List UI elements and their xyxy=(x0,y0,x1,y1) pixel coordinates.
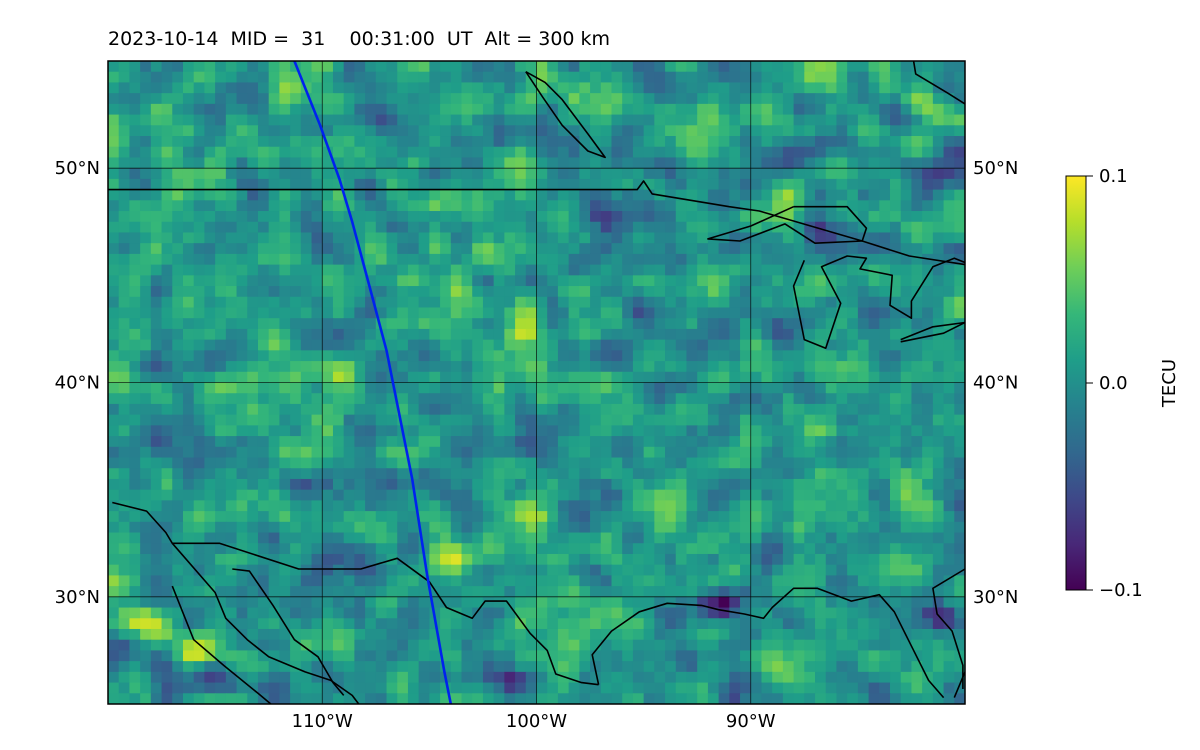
satellite-track xyxy=(293,61,453,704)
coastline xyxy=(900,321,965,343)
colorbar-tick-label: −0.1 xyxy=(1099,580,1143,601)
tec-field xyxy=(108,61,965,704)
colorbar: 0.1 0.0 −0.1 TECU xyxy=(1065,166,1180,601)
lat-tick-label-left: 40°N xyxy=(55,373,100,394)
axis-ticks: 30°N 30°N 40°N 40°N 50°N 50°N 110°W 100°W 90°W xyxy=(55,158,1019,732)
lat-tick-label-left: 50°N xyxy=(55,158,100,179)
coastline xyxy=(792,255,965,350)
graticule xyxy=(108,61,965,704)
coastline xyxy=(953,671,965,698)
map-title: 2023-10-14 MID = 31 00:31:00 UT Alt = 30… xyxy=(108,28,611,50)
track-line xyxy=(293,61,453,704)
colorbar-gradient xyxy=(1065,175,1087,591)
lat-tick-label-right: 50°N xyxy=(973,158,1018,179)
coastline xyxy=(591,587,945,699)
coastline xyxy=(172,542,599,686)
lat-tick-label-right: 40°N xyxy=(973,373,1018,394)
coastline xyxy=(525,71,606,159)
lon-tick-label: 110°W xyxy=(292,711,353,732)
coastline xyxy=(707,205,868,244)
colorbar-tick-label: 0.1 xyxy=(1099,166,1128,187)
lat-tick-label-right: 30°N xyxy=(973,587,1018,608)
coastline xyxy=(900,321,965,341)
coastline xyxy=(912,61,965,105)
colorbar-label: TECU xyxy=(1159,359,1180,408)
coastline xyxy=(171,585,272,704)
coastline xyxy=(932,568,965,689)
coastlines-borders xyxy=(108,61,965,704)
coastline xyxy=(112,501,360,704)
lon-tick-label: 90°W xyxy=(726,711,776,732)
map-frame xyxy=(107,60,966,705)
coastline xyxy=(108,180,965,266)
lat-tick-label-left: 30°N xyxy=(55,587,100,608)
coastline xyxy=(232,568,345,696)
colorbar-tick-label: 0.0 xyxy=(1099,373,1128,394)
lon-tick-label: 100°W xyxy=(506,711,567,732)
